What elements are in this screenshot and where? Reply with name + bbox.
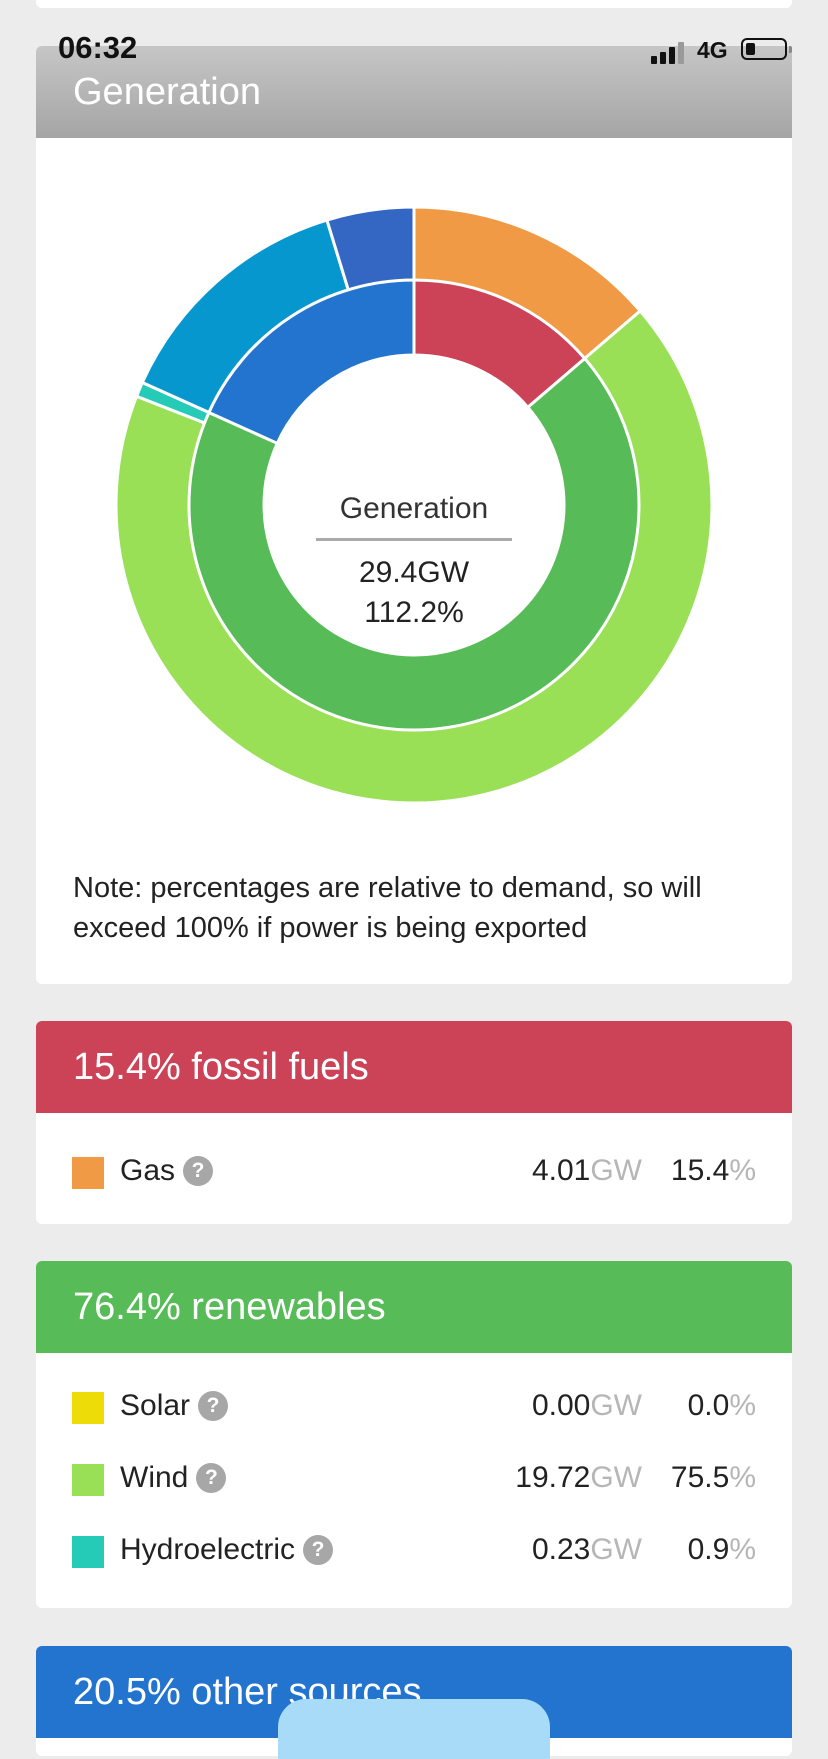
source-label: Hydroelectric [120, 1533, 296, 1566]
generation-donut-chart: Generation 29.4GW 112.2% [36, 138, 792, 838]
source-row-solar: Solar? 0.00GW 0.0% [36, 1372, 792, 1444]
source-gw-value: 4.01 [531, 1154, 591, 1187]
gw-unit: GW [590, 1389, 642, 1422]
status-time: 06:32 [58, 30, 138, 65]
percent-unit: % [729, 1461, 756, 1494]
inner-slice-other-sources[interactable] [206, 278, 416, 446]
help-icon[interactable]: ? [303, 1535, 334, 1565]
generation-title: Generation [73, 71, 262, 113]
donut-center-title: Generation [339, 492, 489, 525]
renewables-title: 76.4% renewables [73, 1285, 386, 1328]
source-percent-value: 0.0 [687, 1389, 730, 1422]
gw-unit: GW [590, 1154, 642, 1187]
source-row-hydroelectric: Hydroelectric? 0.23GW 0.9% [36, 1516, 792, 1588]
fossil-fuels-card: 15.4% fossil fuels Gas? 4.01GW 15.4% [36, 1021, 792, 1224]
percent-unit: % [729, 1154, 756, 1187]
floating-action-button[interactable] [278, 1699, 550, 1759]
cellular-signal-icon [651, 40, 691, 64]
help-icon[interactable]: ? [183, 1156, 214, 1186]
donut-center-total: 29.4GW [358, 556, 470, 589]
source-gw-value: 19.72 [515, 1461, 591, 1494]
help-icon[interactable]: ? [198, 1391, 229, 1421]
source-label: Wind [120, 1461, 189, 1494]
previous-card-edge [36, 0, 792, 8]
source-percent-value: 75.5 [670, 1461, 730, 1494]
source-label: Solar [120, 1389, 191, 1422]
source-percent-value: 0.9 [687, 1533, 730, 1566]
gw-unit: GW [590, 1533, 642, 1566]
donut-center-percent: 112.2% [364, 596, 464, 629]
fossil-fuels-title: 15.4% fossil fuels [73, 1045, 369, 1088]
inner-slice-renewables[interactable] [187, 356, 641, 732]
donut-center-label: Generation 29.4GW 112.2% [314, 492, 514, 633]
renewables-header[interactable]: 76.4% renewables [36, 1261, 792, 1353]
wind-swatch [72, 1464, 104, 1496]
gas-swatch [72, 1157, 104, 1189]
source-row-wind: Wind? 19.72GW 75.5% [36, 1444, 792, 1516]
percent-unit: % [729, 1533, 756, 1566]
solar-swatch [72, 1392, 104, 1424]
source-percent-value: 15.4 [670, 1154, 730, 1187]
gw-unit: GW [590, 1461, 642, 1494]
generation-header: Generation [36, 46, 792, 138]
renewables-card: 76.4% renewables Solar? 0.00GW 0.0% Wind… [36, 1261, 792, 1608]
percentage-note: Note: percentages are relative to demand… [73, 872, 702, 944]
status-bar: 06:32 4G [0, 24, 828, 76]
help-icon[interactable]: ? [196, 1463, 227, 1493]
source-gw-value: 0.00 [531, 1389, 591, 1422]
source-label: Gas [120, 1154, 176, 1187]
network-type: 4G [697, 37, 728, 63]
battery-icon [741, 38, 792, 60]
fossil-fuels-header[interactable]: 15.4% fossil fuels [36, 1021, 792, 1113]
donut-svg [114, 205, 714, 805]
hydroelectric-swatch [72, 1536, 104, 1568]
source-gw-value: 0.23 [531, 1533, 591, 1566]
generation-card: Generation Generation 29.4GW 112.2% Note… [36, 46, 792, 984]
source-row-gas: Gas? 4.01GW 15.4% [36, 1137, 792, 1209]
donut-center-divider [316, 538, 512, 541]
percent-unit: % [729, 1389, 756, 1422]
